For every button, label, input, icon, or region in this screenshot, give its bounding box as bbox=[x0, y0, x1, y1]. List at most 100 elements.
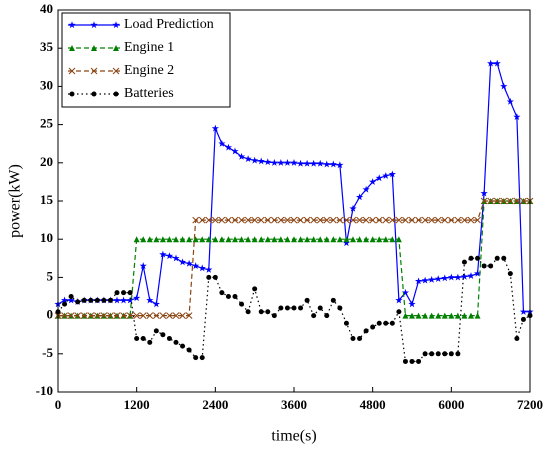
marker bbox=[514, 336, 520, 342]
marker bbox=[232, 236, 238, 243]
marker bbox=[126, 312, 134, 319]
marker bbox=[513, 197, 521, 205]
marker bbox=[493, 197, 501, 205]
marker bbox=[179, 312, 186, 319]
legend-label: Load Prediction bbox=[124, 17, 214, 32]
marker bbox=[323, 236, 330, 243]
marker bbox=[277, 236, 284, 243]
marker bbox=[350, 236, 356, 243]
marker bbox=[311, 313, 317, 319]
marker bbox=[264, 216, 272, 224]
marker bbox=[506, 197, 514, 205]
marker bbox=[408, 300, 416, 308]
marker bbox=[428, 275, 436, 283]
marker bbox=[402, 216, 409, 224]
marker bbox=[447, 273, 455, 281]
y-tick-label: 15 bbox=[40, 192, 54, 207]
legend-marker bbox=[91, 45, 97, 51]
marker bbox=[329, 160, 337, 168]
marker bbox=[304, 297, 310, 303]
marker bbox=[415, 312, 422, 319]
marker bbox=[146, 236, 153, 243]
marker bbox=[127, 290, 133, 296]
marker bbox=[212, 274, 218, 280]
marker bbox=[349, 216, 357, 224]
marker bbox=[474, 312, 481, 319]
marker bbox=[461, 312, 468, 319]
legend-marker bbox=[69, 91, 75, 97]
marker bbox=[94, 297, 100, 303]
marker bbox=[395, 216, 403, 224]
marker bbox=[421, 216, 429, 224]
marker bbox=[297, 216, 304, 224]
marker bbox=[139, 262, 147, 270]
x-tick-label: 2400 bbox=[202, 397, 228, 412]
marker bbox=[467, 272, 475, 279]
marker bbox=[467, 216, 475, 224]
marker bbox=[290, 159, 298, 166]
marker bbox=[382, 236, 389, 243]
marker bbox=[303, 216, 311, 224]
marker bbox=[257, 216, 265, 224]
marker bbox=[350, 336, 356, 342]
marker bbox=[185, 312, 193, 319]
marker bbox=[382, 171, 390, 179]
marker bbox=[166, 312, 173, 319]
marker bbox=[245, 236, 252, 243]
marker bbox=[133, 312, 141, 319]
marker bbox=[501, 255, 507, 261]
marker bbox=[218, 139, 226, 147]
marker bbox=[370, 324, 376, 330]
marker bbox=[414, 277, 423, 285]
marker bbox=[239, 301, 245, 307]
marker bbox=[270, 216, 278, 224]
marker bbox=[310, 236, 317, 243]
y-tick-label: -10 bbox=[36, 383, 53, 398]
marker bbox=[74, 312, 82, 319]
marker bbox=[61, 312, 68, 319]
marker bbox=[362, 185, 370, 193]
y-tick-label: 0 bbox=[47, 307, 54, 322]
marker bbox=[113, 312, 121, 319]
marker bbox=[147, 339, 153, 345]
marker bbox=[363, 328, 369, 334]
marker bbox=[258, 309, 264, 315]
legend-marker bbox=[69, 45, 75, 51]
marker bbox=[139, 312, 147, 319]
marker bbox=[323, 160, 331, 168]
marker bbox=[257, 157, 265, 165]
marker bbox=[500, 197, 508, 205]
marker bbox=[258, 236, 265, 243]
legend-marker bbox=[90, 67, 98, 75]
marker bbox=[199, 236, 206, 243]
marker bbox=[134, 336, 140, 342]
marker bbox=[68, 294, 74, 299]
marker bbox=[296, 159, 305, 167]
marker bbox=[468, 255, 474, 261]
marker bbox=[408, 216, 416, 224]
legend-marker bbox=[91, 91, 97, 97]
marker bbox=[461, 216, 468, 224]
marker bbox=[278, 305, 284, 311]
marker bbox=[231, 216, 239, 224]
marker bbox=[409, 312, 415, 319]
marker bbox=[211, 216, 219, 224]
marker bbox=[460, 272, 469, 280]
y-tick-label: 10 bbox=[40, 230, 53, 245]
marker bbox=[180, 343, 186, 349]
marker bbox=[238, 216, 245, 224]
marker bbox=[291, 305, 297, 311]
marker bbox=[277, 159, 285, 166]
marker bbox=[415, 216, 422, 224]
marker bbox=[277, 216, 285, 224]
marker bbox=[317, 236, 324, 243]
marker bbox=[329, 216, 337, 224]
marker bbox=[231, 147, 239, 155]
legend-marker bbox=[112, 67, 120, 75]
marker bbox=[383, 320, 389, 326]
marker bbox=[416, 358, 422, 364]
marker bbox=[429, 351, 435, 357]
marker bbox=[402, 312, 409, 319]
marker bbox=[225, 216, 232, 224]
marker bbox=[119, 296, 128, 304]
